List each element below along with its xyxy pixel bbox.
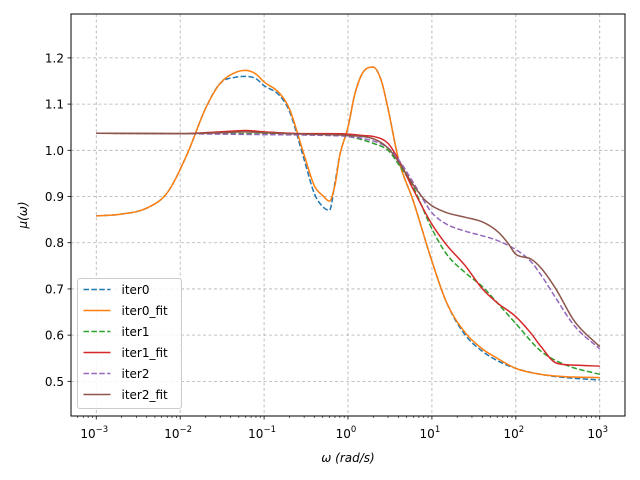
series-line-iter2-fit	[96, 131, 601, 348]
y-tick-label: 1.0	[45, 144, 64, 158]
legend-label: iter2_fit	[122, 388, 169, 402]
y-tick-label: 0.5	[45, 375, 64, 389]
x-axis-label: ω (rad/s)	[321, 451, 374, 465]
legend: iter0 iter0_fit iter1 iter1_fit iter2 iter2_f…	[77, 278, 182, 409]
y-axis-label: μ(ω)	[16, 201, 30, 229]
y-tick-label: 0.7	[45, 282, 64, 296]
y-tick-label: 0.8	[45, 236, 64, 250]
x-tick-label: 10−1	[248, 425, 276, 441]
series-line-iter0-fit	[96, 66, 600, 379]
y-tick-label: 1.2	[45, 51, 64, 65]
x-tick-label: 102	[503, 425, 524, 441]
y-tick-label: 0.6	[45, 329, 64, 343]
legend-label: iter2	[122, 367, 150, 381]
legend-label: iter1_fit	[122, 346, 169, 360]
x-tick-label: 10−3	[80, 425, 108, 441]
legend-label: iter0_fit	[122, 304, 169, 318]
x-tick-label: 100	[336, 425, 357, 441]
y-tick-label: 1.1	[45, 98, 64, 112]
series-lines	[96, 66, 601, 381]
legend-label: iter0	[122, 283, 150, 297]
x-tick-label: 101	[420, 425, 441, 441]
x-tick-label: 103	[587, 425, 608, 441]
y-tick-label: 0.9	[45, 190, 64, 204]
axis-ticks: 10−3 10−2 10−1 100 101 102 103 0.5 0.6 0.7 0.8 0.9 1…	[45, 51, 608, 441]
legend-label: iter1	[122, 325, 150, 339]
x-tick-label: 10−2	[164, 425, 192, 441]
